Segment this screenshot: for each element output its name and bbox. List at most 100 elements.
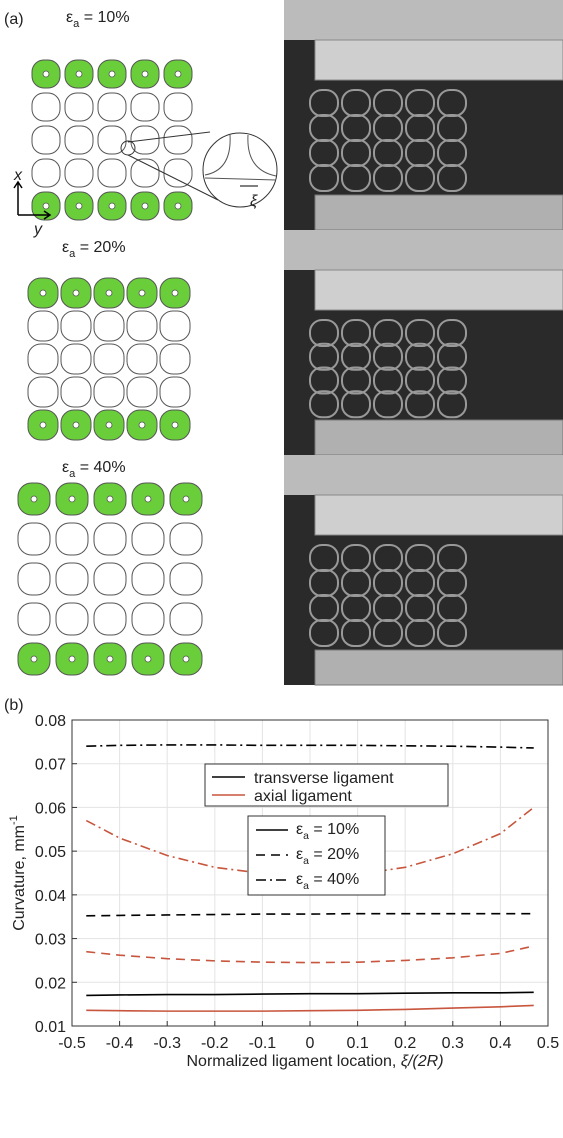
hole	[31, 656, 37, 662]
hole	[142, 203, 148, 209]
panel-label: (a)	[4, 11, 24, 28]
text: = 40%	[75, 459, 125, 476]
hole	[31, 496, 37, 502]
cell	[32, 93, 60, 121]
cell	[170, 603, 202, 635]
cell	[164, 93, 192, 121]
photo-bg	[284, 230, 563, 270]
hole	[145, 656, 151, 662]
cell	[127, 377, 157, 407]
x-tick-label: 0.3	[442, 1035, 464, 1052]
x-axis-label: Normalized ligament location, ξ/(2R)	[186, 1053, 443, 1070]
hole	[183, 496, 189, 502]
superscript: -1	[8, 815, 20, 825]
text: = 20%	[75, 239, 125, 256]
cell	[127, 344, 157, 374]
x-tick-label: 0.5	[537, 1035, 559, 1052]
cell	[28, 311, 58, 341]
clamp	[315, 40, 563, 80]
symbol: ε	[66, 9, 73, 26]
symbol: ε	[296, 846, 303, 863]
hole	[40, 290, 46, 296]
y-tick-label: 0.05	[35, 844, 66, 861]
cell	[131, 93, 159, 121]
legend-label: transverse ligament	[254, 770, 394, 787]
x-tick-label: -0.2	[201, 1035, 229, 1052]
text: = 10%	[79, 9, 129, 26]
figure: (a) (b) εa = 10%εa = 20%εa = 40%ξxy0.010…	[0, 0, 563, 1138]
hole	[107, 496, 113, 502]
italic: ξ/(2R)	[401, 1053, 444, 1070]
photo-bg	[284, 455, 563, 495]
clamp	[315, 195, 563, 230]
symbol: ε	[296, 871, 303, 888]
hole	[73, 422, 79, 428]
legend-label: axial ligament	[254, 788, 352, 805]
hole	[43, 203, 49, 209]
y-tick-label: 0.08	[35, 713, 66, 730]
hole	[107, 656, 113, 662]
cell	[127, 311, 157, 341]
cell	[132, 563, 164, 595]
cell	[160, 344, 190, 374]
cell	[18, 603, 50, 635]
hole	[175, 71, 181, 77]
hole	[76, 203, 82, 209]
y-tick-label: 0.07	[35, 757, 66, 774]
cell	[56, 523, 88, 555]
cell	[94, 344, 124, 374]
cell	[98, 126, 126, 154]
hole	[183, 656, 189, 662]
hole	[43, 71, 49, 77]
strain-label: εa = 40%	[62, 459, 126, 480]
cell	[32, 159, 60, 187]
symbol: ε	[62, 459, 69, 476]
x-tick-label: 0.1	[346, 1035, 368, 1052]
y-axis-label: Curvature, mm-1	[8, 815, 28, 931]
cell	[18, 563, 50, 595]
cell	[164, 159, 192, 187]
cell	[94, 603, 126, 635]
cell	[94, 377, 124, 407]
x-tick-label: -0.1	[249, 1035, 277, 1052]
hole	[172, 422, 178, 428]
cell	[170, 563, 202, 595]
hole	[142, 71, 148, 77]
symbol: ε	[296, 821, 303, 838]
x-tick-label: 0.4	[489, 1035, 511, 1052]
cell	[65, 93, 93, 121]
hole	[69, 496, 75, 502]
y-tick-label: 0.06	[35, 800, 66, 817]
cell	[61, 344, 91, 374]
panel-label: (b)	[4, 697, 24, 714]
x-tick-label: -0.3	[153, 1035, 181, 1052]
photo-bg	[284, 0, 563, 40]
axis-name: y	[33, 221, 43, 238]
cell	[170, 523, 202, 555]
cell	[132, 603, 164, 635]
y-tick-label: 0.01	[35, 1019, 66, 1036]
cell	[132, 523, 164, 555]
hole	[40, 422, 46, 428]
clamp	[315, 650, 563, 685]
hole	[106, 422, 112, 428]
inset-label: ξ	[250, 193, 258, 210]
cell	[61, 377, 91, 407]
text: = 40%	[309, 871, 359, 888]
hole	[73, 290, 79, 296]
cell	[94, 563, 126, 595]
text: = 20%	[309, 846, 359, 863]
clamp	[315, 420, 563, 455]
hole	[139, 422, 145, 428]
inset-guide	[128, 132, 210, 142]
hole	[175, 203, 181, 209]
cell	[61, 311, 91, 341]
x-tick-label: -0.4	[106, 1035, 134, 1052]
hole	[139, 290, 145, 296]
axis-name: x	[13, 167, 23, 184]
cell	[94, 523, 126, 555]
cell	[56, 563, 88, 595]
inset	[203, 133, 277, 207]
hole	[106, 290, 112, 296]
hole	[145, 496, 151, 502]
